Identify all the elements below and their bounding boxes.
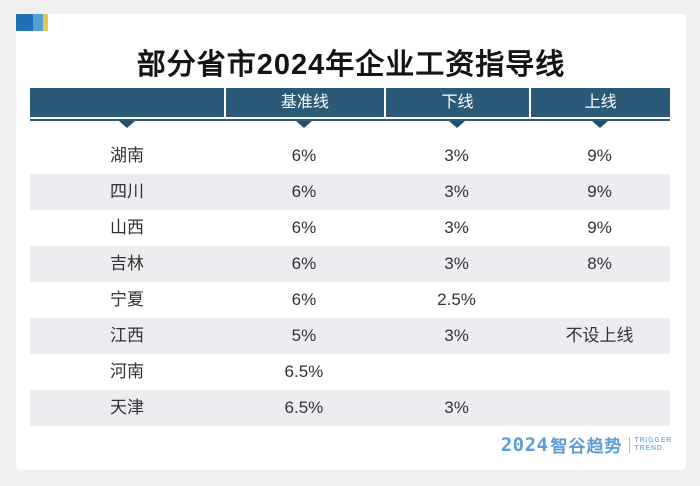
wage-guidance-table: 基准线 下线 上线 湖南 6% 3% 9% 四川 xyxy=(30,88,670,426)
lower-cell: 3% xyxy=(444,182,469,201)
lower-cell: 3% xyxy=(444,146,469,165)
table-row: 山西 6% 3% 9% xyxy=(30,210,670,246)
baseline-cell: 5% xyxy=(291,326,317,345)
logo-tagline-line1: TRIGGER xyxy=(634,436,672,444)
page-title: 部分省市2024年企业工资指导线 xyxy=(136,49,566,81)
triangle-down-icon xyxy=(295,121,312,128)
column-markers xyxy=(30,121,670,128)
logo-divider xyxy=(628,436,630,453)
table-body: 湖南 6% 3% 9% 四川 6% 3% 9% 山西 6% 3% 9% xyxy=(30,138,670,426)
header-baseline: 基准线 xyxy=(223,88,384,117)
province-cell: 四川 xyxy=(109,182,144,201)
province-cell: 宁夏 xyxy=(109,290,144,309)
triangle-down-icon xyxy=(118,121,135,128)
header-province xyxy=(30,88,224,117)
baseline-cell: 6% xyxy=(291,182,317,201)
baseline-cell: 6% xyxy=(291,218,317,237)
province-cell: 山西 xyxy=(109,218,144,237)
lower-cell: 3% xyxy=(444,398,469,417)
baseline-cell: 6% xyxy=(291,290,317,309)
flag-block-dark-icon xyxy=(16,14,33,31)
province-cell: 江西 xyxy=(109,326,144,345)
upper-cell xyxy=(529,390,670,426)
table-row: 宁夏 6% 2.5% xyxy=(30,282,670,318)
content-card: 部分省市2024年企业工资指导线 基准线 下线 上线 湖南 6% 3% xyxy=(16,14,686,470)
province-cell: 河南 xyxy=(109,362,144,381)
upper-cell: 9% xyxy=(587,146,612,165)
logo-tagline-line2: TREND xyxy=(634,444,663,452)
table-row: 四川 6% 3% 9% xyxy=(30,174,670,210)
triangle-down-icon xyxy=(448,121,465,128)
table-row: 湖南 6% 3% 9% xyxy=(30,138,670,174)
province-cell: 天津 xyxy=(109,398,144,417)
upper-cell: 不设上线 xyxy=(565,326,634,345)
province-cell: 吉林 xyxy=(109,254,144,273)
upper-cell xyxy=(529,282,670,318)
flag-block-yellow-icon xyxy=(43,14,48,31)
lower-cell: 3% xyxy=(444,326,469,345)
baseline-cell: 6% xyxy=(291,254,317,273)
upper-cell: 9% xyxy=(587,182,612,201)
upper-cell: 9% xyxy=(587,218,612,237)
baseline-cell: 6% xyxy=(291,146,317,165)
upper-cell: 8% xyxy=(587,254,612,273)
corner-flag-icon xyxy=(16,14,48,31)
baseline-cell: 6.5% xyxy=(284,398,324,417)
lower-cell: 3% xyxy=(444,254,469,273)
table-row: 天津 6.5% 3% xyxy=(30,390,670,426)
table-row: 吉林 6% 3% 8% xyxy=(30,246,670,282)
brand-logo: 2024 智谷趋势 TRIGGER TREND xyxy=(501,432,672,457)
header-lower-line: 下线 xyxy=(383,88,529,117)
province-cell: 湖南 xyxy=(109,146,144,165)
lower-cell xyxy=(384,354,529,390)
logo-year: 2024 xyxy=(500,433,549,456)
logo-brand-name: 智谷趋势 xyxy=(550,437,623,456)
logo-tagline: TRIGGER TREND xyxy=(635,437,673,453)
flag-block-light-icon xyxy=(33,14,43,31)
table-row: 江西 5% 3% 不设上线 xyxy=(30,318,670,354)
header-underline xyxy=(30,119,670,121)
lower-cell: 2.5% xyxy=(437,290,476,309)
header-upper-line: 上线 xyxy=(529,88,670,117)
baseline-cell: 6.5% xyxy=(284,362,324,381)
lower-cell: 3% xyxy=(444,218,469,237)
table-row: 河南 6.5% xyxy=(30,354,670,390)
upper-cell xyxy=(529,354,670,390)
triangle-down-icon xyxy=(591,121,608,128)
table-header-row: 基准线 下线 上线 xyxy=(30,88,670,117)
